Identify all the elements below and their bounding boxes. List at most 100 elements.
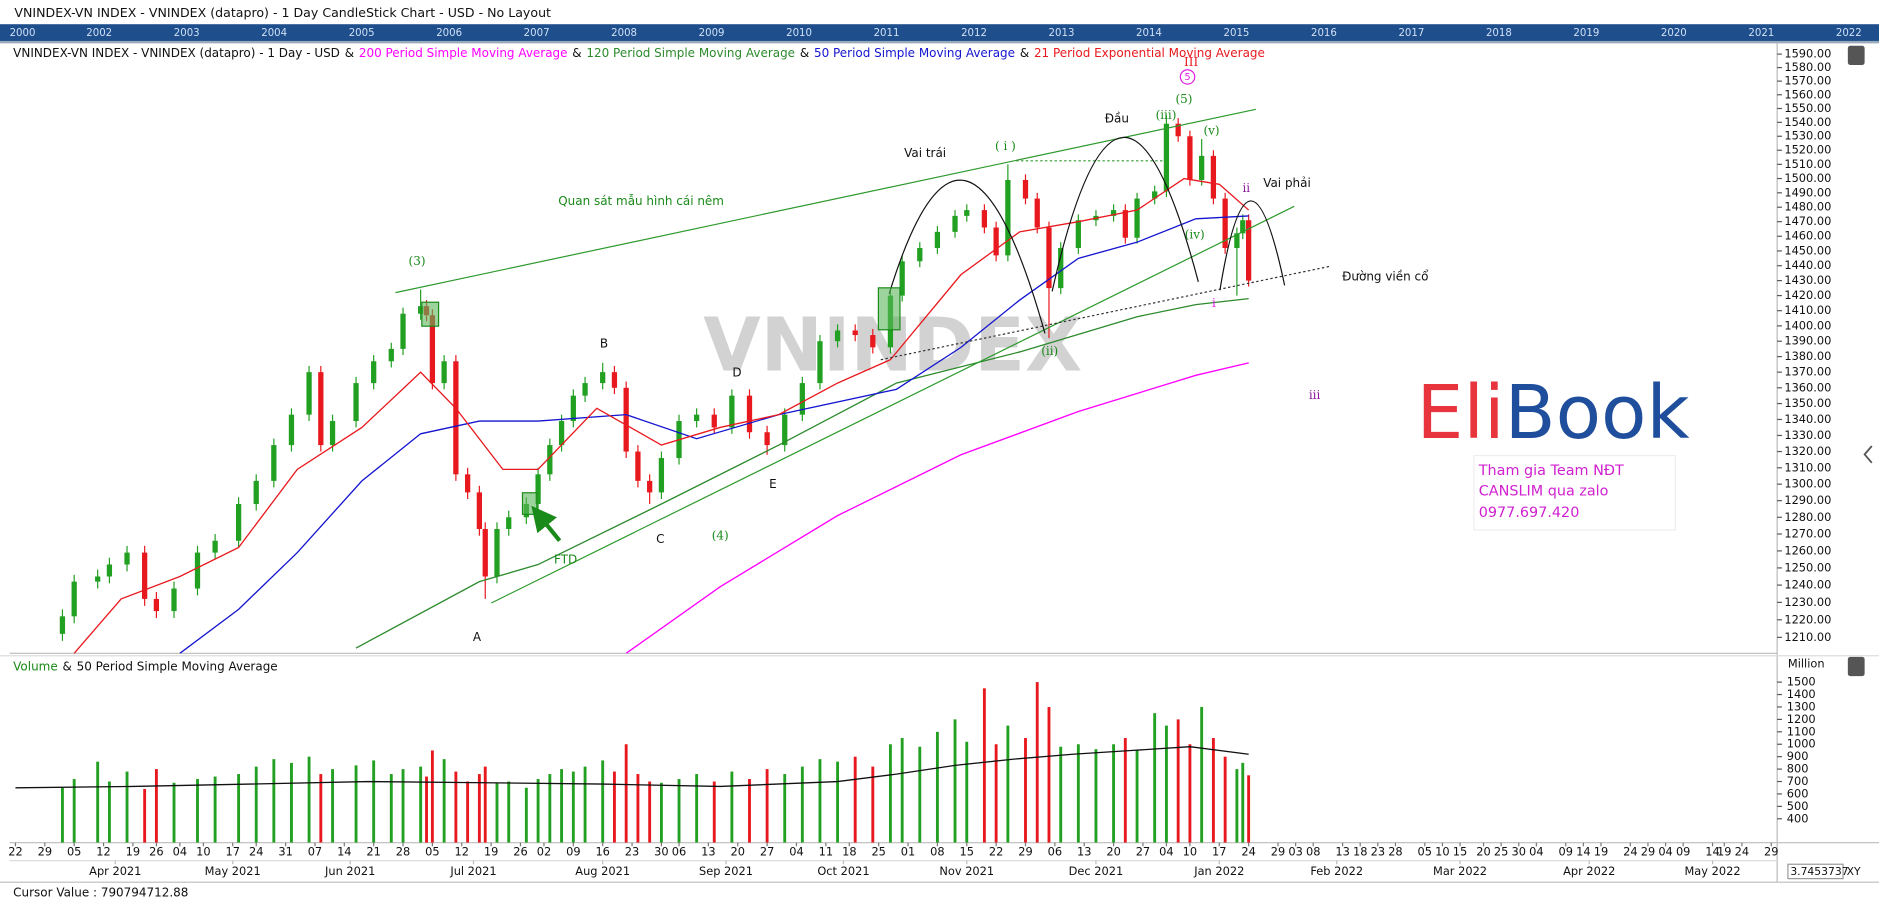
y-tick-label: 1500 [1787,675,1816,689]
candle-body [482,528,488,577]
candle-body [400,313,406,349]
volume-bar [965,741,969,843]
candle-body [271,445,277,481]
candle-body [1210,155,1217,199]
x-tick-label: 05 [1418,845,1432,859]
volume-bar [1200,706,1204,843]
volume-bar [636,774,640,843]
note-line: Tham gia Team NĐT [1478,463,1624,479]
volume-bar [560,769,564,843]
month-label: Apr 2022 [1563,864,1615,878]
navigator-year: 2006 [436,28,462,39]
y-tick-label: 1480.00 [1784,200,1831,214]
navigator-year: 2016 [1311,28,1337,39]
annotation: C [656,532,664,546]
y-tick-label: 1460.00 [1784,229,1831,243]
volume-bar [800,766,804,843]
candle-body [570,395,576,422]
y-tick-label: 1560.00 [1784,87,1831,101]
navigator-year: 2004 [261,28,287,39]
candle-body [934,231,941,248]
y-tick-label: 1280.00 [1784,510,1831,524]
x-tick-label: 11 [819,845,833,859]
candle-body [329,421,336,446]
x-tick-label: 30 [1512,845,1526,859]
candle-body [318,372,324,446]
x-tick-label: 29 [1271,845,1285,859]
x-tick-label: 04 [1658,845,1672,859]
lock-icon[interactable] [1847,45,1865,65]
x-tick-label: 29 [1764,845,1778,859]
annotation: ii [1242,181,1250,195]
lock-icon[interactable] [1847,656,1865,677]
scale-box[interactable] [1787,863,1844,880]
x-tick-label: 09 [566,845,580,859]
volume-bar [730,771,734,843]
volume-bar [331,769,334,843]
circle-mark [1179,69,1196,85]
x-tick-label: 08 [930,845,944,859]
volume-ma [15,746,1249,789]
volume-bar [1247,775,1251,843]
volume-bar [1235,769,1239,843]
legend-entry: Volume [13,659,58,673]
x-tick-label: 14 [1705,845,1719,859]
collapse-arrow[interactable] [1863,445,1873,464]
volume-bar [783,774,787,843]
volume-bar [982,688,986,843]
candle-body [106,564,113,577]
x-tick-label: 13 [1335,845,1349,859]
mode[interactable]: XY [1847,865,1861,878]
annotation: (3) [409,254,426,268]
x-tick-label: 29 [38,845,52,859]
y-tick-label: 1370.00 [1784,365,1831,379]
legend-entry: 21 Period Exponential Moving Average [1034,45,1265,59]
volume-bar [60,787,64,843]
x-tick-label: 04 [1159,845,1173,859]
note-box[interactable] [1473,455,1676,531]
candle-body [1246,220,1252,281]
candle-body [1152,191,1158,199]
candle-body [600,372,606,384]
volume-plot [15,682,1251,843]
volume-bar [871,766,875,843]
legend-separator: & [1020,45,1029,59]
candle-body [353,383,359,422]
candle-body [729,395,735,428]
volume-bar [712,781,716,843]
x-tick-label: 19 [1717,845,1731,859]
candle-body [453,361,459,475]
candle-body [852,330,858,336]
candle-body [535,474,541,504]
wedge-upper [395,108,1256,294]
annotation: ( i ) [995,139,1016,153]
candle-body [611,372,618,388]
y-tick-label: 400 [1787,811,1809,825]
candle-body [506,517,512,529]
navigator[interactable] [0,24,1879,41]
candle-body [288,414,295,446]
annotation: D [732,365,741,379]
legend-entry: 200 Period Simple Moving Average [359,45,568,59]
candle-body [917,247,923,262]
y-tick-label: 1100 [1787,724,1816,738]
x-tick-label: 28 [1388,845,1402,859]
highlight-box [421,301,440,327]
volume-bar [524,787,528,843]
y-tick-label: 600 [1787,786,1809,800]
note-line: 0977.697.420 [1479,505,1580,521]
annotation: Đầu [1105,111,1129,125]
candle-body [1199,155,1205,180]
volume-bar [888,744,892,843]
candle-body [441,361,447,384]
candle-body [1187,136,1193,180]
annotation: E [769,477,777,491]
navigator-year: 2018 [1486,28,1512,39]
y-axis-title: Million [1788,657,1825,671]
y-tick-label: 1240.00 [1784,578,1831,592]
y-tick-label: 1270.00 [1784,527,1831,541]
candle-body [694,414,700,422]
legend-separator: & [572,45,581,59]
candle-body [746,395,753,433]
candle-body [635,451,641,481]
